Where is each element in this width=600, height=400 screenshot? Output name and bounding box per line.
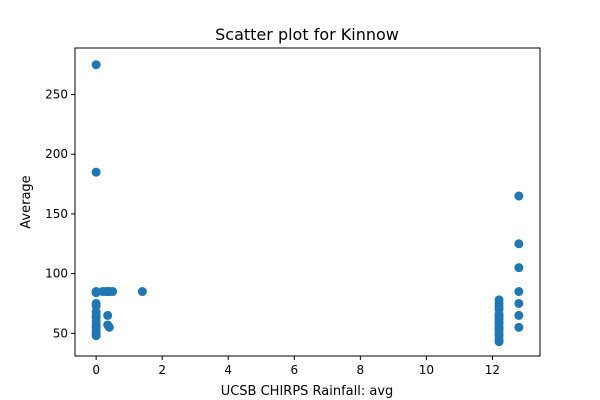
data-point-45 (514, 322, 524, 332)
data-point-19 (108, 287, 118, 297)
data-point-22 (104, 322, 114, 332)
chart-title: Scatter plot for Kinnow (215, 25, 399, 44)
data-point-43 (514, 298, 524, 308)
data-point-41 (514, 263, 524, 273)
x-tick-label: 0 (92, 363, 100, 377)
data-point-44 (514, 310, 524, 320)
data-point-42 (514, 287, 524, 297)
x-tick-label: 6 (290, 363, 298, 377)
data-point-20 (103, 310, 113, 320)
y-tick-label: 50 (53, 326, 68, 340)
data-point-0 (91, 60, 101, 70)
data-point-14 (91, 331, 101, 341)
x-axis-label: UCSB CHIRPS Rainfall: avg (221, 384, 394, 399)
x-tick-label: 12 (485, 363, 500, 377)
x-tick-label: 4 (224, 363, 232, 377)
data-point-38 (494, 337, 504, 347)
y-tick-label: 250 (45, 88, 68, 102)
y-axis: 50 100 150 200 250 (45, 88, 75, 340)
data-point-1 (91, 167, 101, 177)
x-tick-label: 10 (419, 363, 434, 377)
x-tick-label: 2 (158, 363, 166, 377)
data-point-23 (137, 287, 147, 297)
data-point-39 (514, 191, 524, 201)
y-axis-label: Average (19, 175, 34, 228)
x-tick-label: 8 (357, 363, 365, 377)
y-tick-label: 100 (45, 267, 68, 281)
plot-area (91, 60, 524, 347)
y-tick-label: 200 (45, 147, 68, 161)
x-axis: 0 2 4 6 8 10 12 (92, 356, 500, 377)
axes-frame (74, 47, 541, 357)
y-tick-label: 150 (45, 207, 68, 221)
data-point-40 (514, 239, 524, 249)
